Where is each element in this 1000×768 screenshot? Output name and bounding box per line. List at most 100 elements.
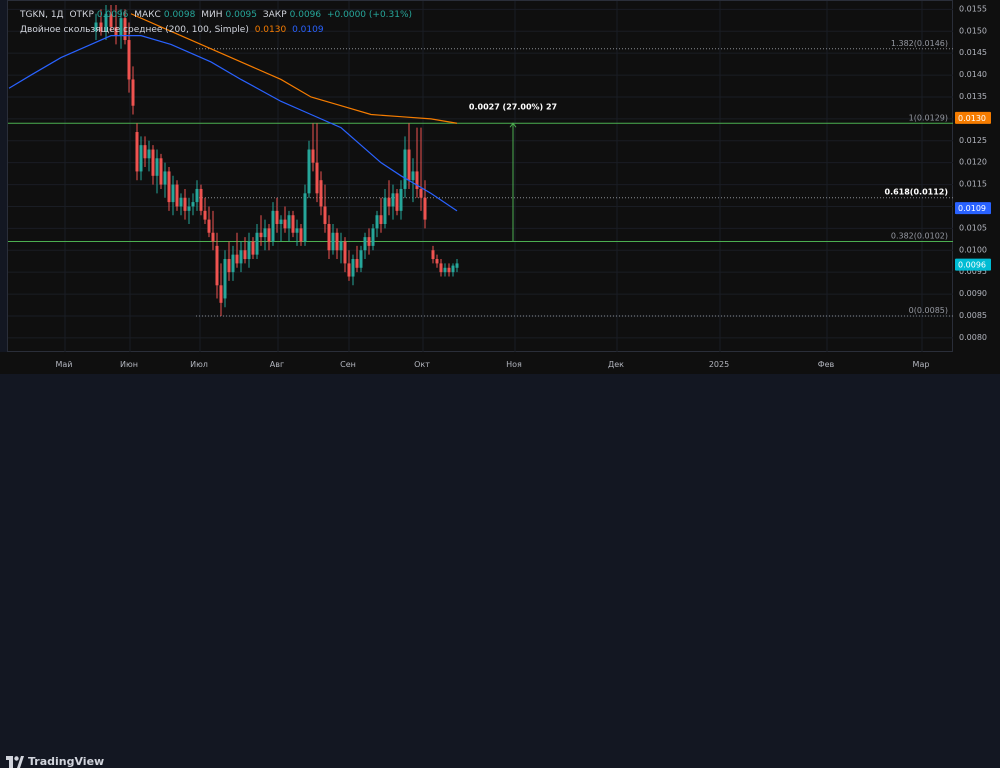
- y-tick-label: 0.0095: [959, 267, 987, 276]
- indicator-name[interactable]: Двойное скользящее среднее (200, 100, Si…: [20, 25, 249, 35]
- candle-body: [407, 149, 411, 181]
- candle-body: [275, 210, 279, 224]
- candle-body: [283, 219, 287, 229]
- x-tick-label: Май: [55, 360, 72, 369]
- candle-body: [295, 228, 299, 233]
- y-tick-label: 0.0150: [959, 26, 987, 35]
- candle-body: [327, 223, 331, 251]
- tradingview-logo-icon: [6, 755, 24, 768]
- indicator-legend[interactable]: Двойное скользящее среднее (200, 100, Si…: [20, 25, 327, 35]
- footer: TradingView: [0, 374, 1000, 768]
- y-tick-label: 0.0140: [959, 70, 987, 79]
- x-tick-label: Сен: [340, 360, 356, 369]
- candle-body: [287, 215, 291, 229]
- candle-body: [179, 197, 183, 207]
- candle-body: [139, 145, 143, 172]
- candle-body: [163, 171, 167, 185]
- price-chart[interactable]: 1.382(0.0146) 1(0.0129) 0.618(0.0112) 0.382…: [8, 1, 954, 353]
- candle-body: [109, 13, 113, 27]
- candle-body: [143, 145, 147, 159]
- candle-body: [135, 132, 139, 172]
- candle-body: [127, 40, 131, 80]
- candle-body: [235, 254, 239, 264]
- time-axis[interactable]: Май Июн Июл Авг Сен Окт Ноя Дек 2025 Фев Мар: [0, 352, 1000, 374]
- y-tick-label: 0.0145: [959, 48, 987, 57]
- candle-body: [263, 228, 267, 238]
- candle-body: [331, 232, 335, 251]
- price-tag-label: 0.0130: [958, 114, 986, 123]
- candle-body: [167, 171, 171, 203]
- candle-body: [419, 188, 423, 198]
- close-value: 0.0096: [289, 10, 322, 20]
- candle-body: [431, 250, 435, 260]
- candle-body: [359, 250, 363, 268]
- candle-body: [291, 215, 295, 233]
- candle-body: [423, 197, 427, 220]
- brand-name: TradingView: [28, 755, 105, 768]
- x-tick-label: Фев: [818, 360, 835, 369]
- candle-body: [191, 202, 195, 207]
- candle-body: [363, 237, 367, 251]
- candle-body: [435, 259, 439, 264]
- candle-body: [114, 26, 118, 36]
- plot-area[interactable]: 1.382(0.0146) 1(0.0129) 0.618(0.0112) 0.382…: [7, 0, 954, 353]
- close-label: ЗАКР: [262, 10, 287, 20]
- x-tick-label: Ноя: [506, 360, 522, 369]
- candle-body: [171, 184, 175, 203]
- price-tag-label: 0.0109: [958, 204, 986, 213]
- candle-body: [219, 285, 223, 303]
- candle-body: [243, 250, 247, 260]
- candle-body: [411, 171, 415, 181]
- candle-body: [403, 149, 407, 189]
- candle-body: [119, 18, 123, 36]
- x-tick-label: Июн: [120, 360, 138, 369]
- fib-level-label: 0.618(0.0112): [885, 188, 949, 197]
- y-tick-label: 0.0100: [959, 245, 987, 254]
- y-tick-label: 0.0120: [959, 158, 987, 167]
- y-tick-label: 0.0115: [959, 180, 987, 189]
- candle-body: [215, 245, 219, 286]
- price-axis[interactable]: 0.0155 0.0150 0.0145 0.0140 0.0135 0.0130 0.01…: [953, 0, 1000, 352]
- candle-body: [319, 180, 323, 207]
- high-value: 0.0098: [163, 10, 196, 20]
- candle-body: [443, 267, 447, 273]
- fib-level-label: 1.382(0.0146): [891, 39, 948, 48]
- candle-body: [203, 210, 207, 220]
- candle-body: [227, 259, 231, 273]
- candle-body: [299, 228, 303, 242]
- candle-body: [207, 219, 211, 233]
- y-tick-label: 0.0155: [959, 4, 987, 13]
- candle-body: [159, 158, 163, 185]
- change-value: +0.0000 (+0.31%): [327, 10, 413, 20]
- fib-level-label: 1(0.0129): [909, 113, 948, 122]
- candle-body: [335, 232, 339, 251]
- price-axis-svg: 0.0155 0.0150 0.0145 0.0140 0.0135 0.0130 0.01…: [955, 4, 991, 342]
- x-tick-label: Окт: [414, 360, 430, 369]
- candle-body: [343, 241, 347, 264]
- fib-level-label: 0.382(0.0102): [891, 232, 948, 241]
- price-tag-label: 0.0096: [958, 261, 986, 270]
- candle-body: [259, 232, 263, 238]
- candle-body: [323, 206, 327, 224]
- ohlc-legend: TGKN, 1Д ОТКР 0.0096 МАКС 0.0098 МИН 0.0095…: [20, 10, 415, 20]
- ma100-line: [8, 35, 458, 212]
- candle-body: [239, 250, 243, 264]
- symbol-label[interactable]: TGKN, 1Д: [20, 10, 64, 20]
- fib-level-label: 0(0.0085): [909, 306, 948, 315]
- candle-body: [231, 254, 235, 273]
- candle-body: [307, 149, 311, 194]
- measure-label: 0.0027 (27.00%) 27: [469, 102, 557, 111]
- low-value: 0.0095: [225, 10, 258, 20]
- candle-body: [183, 197, 187, 211]
- candle-body: [303, 193, 307, 242]
- y-tick-label: 0.0105: [959, 223, 987, 232]
- candle-body: [347, 263, 351, 277]
- candle-body: [367, 237, 371, 246]
- candle-body: [439, 263, 443, 273]
- candle-body: [271, 210, 275, 242]
- tradingview-brand[interactable]: TradingView: [6, 755, 104, 768]
- candle-body: [311, 149, 315, 163]
- candle-body: [223, 259, 227, 299]
- time-axis-svg: Май Июн Июл Авг Сен Окт Ноя Дек 2025 Фев Мар: [55, 360, 929, 369]
